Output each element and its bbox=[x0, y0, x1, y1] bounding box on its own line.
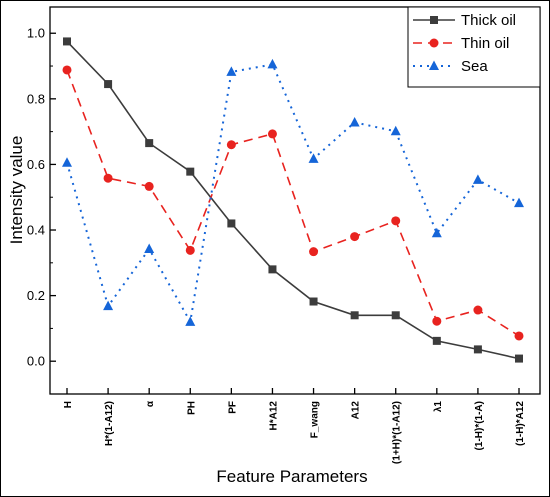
y-tick-label: 0.0 bbox=[27, 354, 45, 369]
legend-label: Sea bbox=[461, 58, 488, 75]
data-point bbox=[267, 129, 277, 139]
legend: Thick oil Thin oil Sea bbox=[407, 6, 541, 88]
data-point bbox=[226, 66, 237, 76]
data-point bbox=[185, 245, 195, 255]
series-layer bbox=[62, 37, 524, 363]
x-tick-label: α bbox=[145, 400, 156, 407]
x-tick-label: H*(1-A12) bbox=[104, 401, 115, 446]
data-point bbox=[227, 219, 236, 228]
data-point bbox=[144, 243, 155, 254]
x-tick-label: H*A12 bbox=[268, 401, 279, 431]
x-axis-title: Feature Parameters bbox=[216, 467, 367, 486]
data-point bbox=[226, 140, 236, 150]
x-tick-label: PH bbox=[186, 401, 197, 415]
ticks-layer: 0.0 0.2 0.4 0.6 0.8 1.0 H H*(1-A12) α PH PF H*A12 F_… bbox=[27, 26, 526, 464]
data-point bbox=[431, 227, 442, 238]
x-tick-label: A12 bbox=[351, 401, 362, 420]
y-tick-label: 1.0 bbox=[27, 26, 45, 41]
data-point bbox=[103, 173, 113, 183]
data-point bbox=[515, 354, 523, 363]
data-point bbox=[145, 139, 154, 148]
series-line bbox=[66, 40, 520, 360]
legend-item: Thick oil bbox=[413, 12, 516, 29]
axes bbox=[49, 6, 541, 395]
x-tick-label: PF bbox=[227, 401, 238, 414]
legend-item: Sea bbox=[413, 58, 488, 75]
data-point bbox=[308, 153, 319, 163]
data-point bbox=[350, 311, 359, 320]
data-point bbox=[473, 345, 482, 354]
data-point bbox=[104, 80, 113, 89]
data-point bbox=[514, 331, 524, 341]
data-point bbox=[103, 300, 114, 311]
x-tick-label: (1-H)*(1-A) bbox=[474, 401, 485, 450]
x-tick-label: (1+H)*(1-A12) bbox=[392, 401, 403, 464]
data-point bbox=[144, 181, 154, 191]
x-tick-label: H bbox=[63, 401, 74, 408]
data-point bbox=[268, 265, 277, 274]
data-point bbox=[62, 65, 72, 75]
data-point bbox=[62, 157, 72, 167]
data-point bbox=[349, 116, 360, 127]
legend-marker bbox=[429, 60, 439, 70]
data-point bbox=[186, 167, 195, 176]
series-thin-oil bbox=[62, 65, 524, 341]
data-point bbox=[63, 37, 71, 46]
series-line bbox=[66, 69, 520, 337]
legend-item: Thin oil bbox=[413, 35, 509, 52]
data-point bbox=[391, 216, 401, 226]
y-tick-label: 0.8 bbox=[27, 91, 45, 106]
data-point bbox=[185, 316, 196, 326]
legend-marker bbox=[430, 16, 438, 24]
data-point bbox=[390, 125, 401, 136]
x-tick-label: (1-H)*A12 bbox=[515, 401, 526, 446]
y-tick-label: 0.6 bbox=[27, 157, 45, 172]
y-axis-title: Intensity value bbox=[7, 136, 26, 245]
plot-area-border bbox=[49, 6, 541, 395]
series-sea bbox=[62, 58, 524, 326]
y-tick-label: 0.2 bbox=[27, 288, 45, 303]
data-point bbox=[432, 336, 441, 345]
data-point bbox=[391, 311, 400, 320]
data-point bbox=[309, 247, 319, 257]
y-tick-label: 0.4 bbox=[27, 223, 45, 238]
legend-label: Thin oil bbox=[461, 35, 509, 52]
legend-marker bbox=[429, 38, 439, 48]
data-point bbox=[350, 232, 360, 242]
x-tick-label: F_wang bbox=[310, 401, 321, 438]
data-point bbox=[267, 58, 278, 69]
x-tick-label: λ1 bbox=[433, 401, 444, 413]
series-thick-oil bbox=[63, 37, 523, 363]
legend-label: Thick oil bbox=[461, 12, 516, 29]
data-point bbox=[472, 174, 483, 184]
data-point bbox=[473, 305, 483, 315]
data-point bbox=[432, 316, 442, 326]
data-point bbox=[309, 297, 318, 306]
data-point bbox=[514, 197, 524, 208]
legend-box bbox=[407, 6, 541, 88]
